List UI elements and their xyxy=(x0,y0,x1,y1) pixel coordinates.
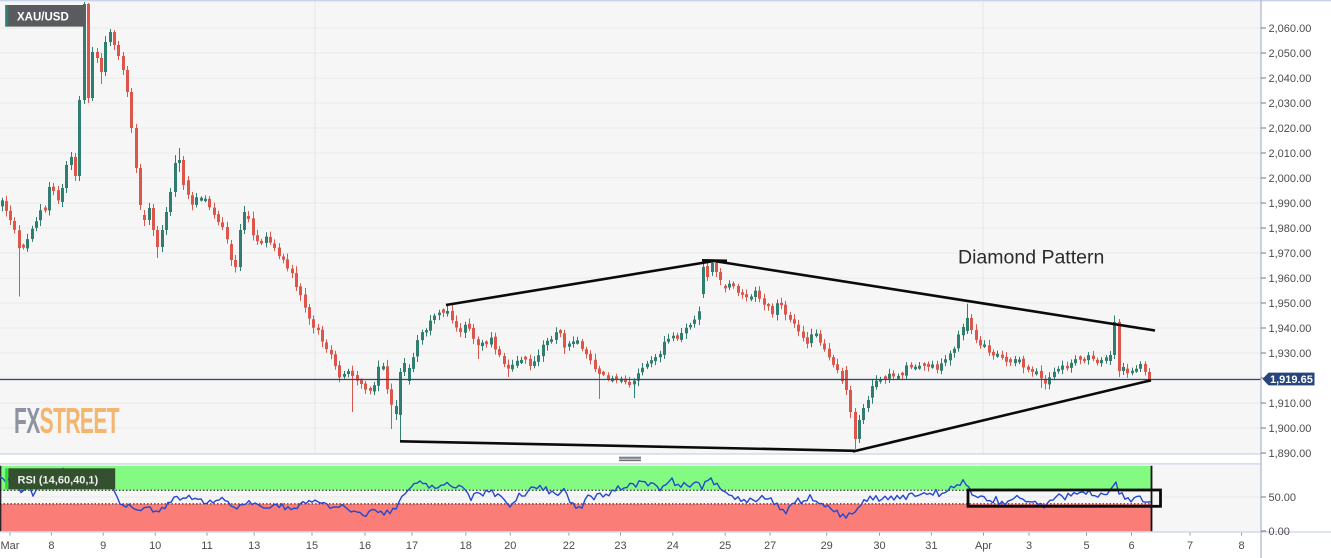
svg-text:2,050.00: 2,050.00 xyxy=(1269,48,1312,60)
svg-text:20: 20 xyxy=(504,540,516,552)
svg-text:22: 22 xyxy=(563,540,575,552)
svg-text:8: 8 xyxy=(48,540,54,552)
svg-text:Diamond Pattern: Diamond Pattern xyxy=(958,247,1104,269)
svg-text:1,980.00: 1,980.00 xyxy=(1269,223,1312,235)
svg-text:31: 31 xyxy=(925,540,937,552)
svg-text:1,990.00: 1,990.00 xyxy=(1269,198,1312,210)
svg-text:29: 29 xyxy=(821,540,833,552)
svg-text:XAU/USD: XAU/USD xyxy=(17,11,69,23)
svg-text:1,930.00: 1,930.00 xyxy=(1269,348,1312,360)
svg-text:5: 5 xyxy=(1083,540,1089,552)
svg-text:2,030.00: 2,030.00 xyxy=(1269,98,1312,110)
svg-text:Apr: Apr xyxy=(975,540,992,552)
svg-text:RSI (14,60,40,1): RSI (14,60,40,1) xyxy=(18,474,99,486)
svg-text:25: 25 xyxy=(719,540,731,552)
svg-text:1,950.00: 1,950.00 xyxy=(1269,298,1312,310)
svg-text:2,000.00: 2,000.00 xyxy=(1269,173,1312,185)
svg-text:2,060.00: 2,060.00 xyxy=(1269,23,1312,35)
svg-text:2,040.00: 2,040.00 xyxy=(1269,73,1312,85)
svg-text:2,010.00: 2,010.00 xyxy=(1269,148,1312,160)
svg-text:50.00: 50.00 xyxy=(1269,492,1297,504)
svg-text:6: 6 xyxy=(1128,540,1134,552)
svg-text:27: 27 xyxy=(764,540,776,552)
svg-text:23: 23 xyxy=(614,540,626,552)
svg-text:16: 16 xyxy=(359,540,371,552)
svg-text:18: 18 xyxy=(460,540,472,552)
svg-text:3: 3 xyxy=(1026,540,1032,552)
svg-text:24: 24 xyxy=(667,540,679,552)
svg-text:17: 17 xyxy=(406,540,418,552)
svg-text:0.00: 0.00 xyxy=(1269,526,1290,538)
svg-text:1,900.00: 1,900.00 xyxy=(1269,423,1312,435)
svg-text:1,940.00: 1,940.00 xyxy=(1269,323,1312,335)
svg-text:10: 10 xyxy=(149,540,161,552)
svg-text:1,919.65: 1,919.65 xyxy=(1270,374,1313,386)
svg-text:15: 15 xyxy=(306,540,318,552)
svg-text:1,960.00: 1,960.00 xyxy=(1269,273,1312,285)
svg-text:1,890.00: 1,890.00 xyxy=(1269,448,1312,460)
svg-text:11: 11 xyxy=(201,540,212,552)
svg-text:7: 7 xyxy=(1187,540,1193,552)
svg-text:1,910.00: 1,910.00 xyxy=(1269,398,1312,410)
svg-text:13: 13 xyxy=(248,540,260,552)
svg-text:2,020.00: 2,020.00 xyxy=(1269,123,1312,135)
svg-text:8: 8 xyxy=(1239,540,1245,552)
svg-text:FXSTREET: FXSTREET xyxy=(14,401,119,441)
svg-text:Mar: Mar xyxy=(1,540,20,552)
svg-text:30: 30 xyxy=(873,540,885,552)
svg-text:9: 9 xyxy=(100,540,106,552)
svg-text:1,970.00: 1,970.00 xyxy=(1269,248,1312,260)
